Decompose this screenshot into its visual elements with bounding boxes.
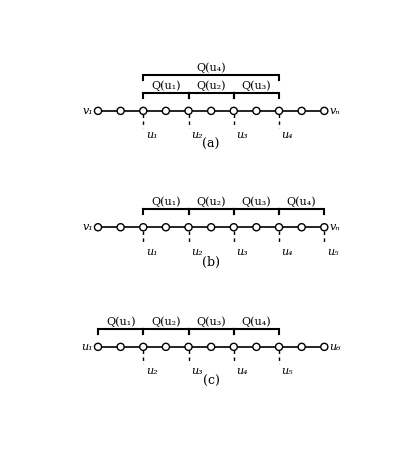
Text: u₄: u₄ xyxy=(282,130,293,140)
Text: u₁: u₁ xyxy=(81,342,93,352)
Text: Q(u₄): Q(u₄) xyxy=(287,197,316,207)
Circle shape xyxy=(162,343,169,350)
Circle shape xyxy=(230,343,237,350)
Text: u₆: u₆ xyxy=(330,342,341,352)
Text: v₁: v₁ xyxy=(82,106,93,116)
Circle shape xyxy=(208,343,215,350)
Text: Q(u₃): Q(u₃) xyxy=(241,80,271,91)
Circle shape xyxy=(94,224,102,231)
Text: Q(u₂): Q(u₂) xyxy=(197,197,226,207)
Circle shape xyxy=(253,343,260,350)
Circle shape xyxy=(321,224,328,231)
Text: Q(u₂): Q(u₂) xyxy=(151,316,180,327)
Circle shape xyxy=(185,343,192,350)
Text: u₂: u₂ xyxy=(191,247,203,257)
Text: Q(u₃): Q(u₃) xyxy=(197,316,226,327)
Circle shape xyxy=(276,107,283,115)
Circle shape xyxy=(208,107,215,115)
Circle shape xyxy=(208,224,215,231)
Text: Q(u₃): Q(u₃) xyxy=(241,197,271,207)
Circle shape xyxy=(298,224,305,231)
Text: u₂: u₂ xyxy=(146,366,157,376)
Text: u₄: u₄ xyxy=(282,247,293,257)
Circle shape xyxy=(230,224,237,231)
Circle shape xyxy=(162,107,169,115)
Circle shape xyxy=(298,343,305,350)
Circle shape xyxy=(185,107,192,115)
Text: u₄: u₄ xyxy=(236,366,248,376)
Text: u₃: u₃ xyxy=(191,366,203,376)
Circle shape xyxy=(321,343,328,350)
Circle shape xyxy=(94,107,102,115)
Circle shape xyxy=(253,224,260,231)
Text: Q(u₄): Q(u₄) xyxy=(241,316,271,327)
Text: u₁: u₁ xyxy=(146,247,157,257)
Text: u₅: u₅ xyxy=(282,366,293,376)
Circle shape xyxy=(321,107,328,115)
Text: v₁: v₁ xyxy=(82,222,93,232)
Circle shape xyxy=(276,224,283,231)
Text: vₙ: vₙ xyxy=(330,106,340,116)
Text: Q(u₂): Q(u₂) xyxy=(197,80,226,91)
Text: u₅: u₅ xyxy=(327,247,339,257)
Circle shape xyxy=(253,107,260,115)
Circle shape xyxy=(117,224,124,231)
Text: Q(u₁): Q(u₁) xyxy=(151,80,180,91)
Circle shape xyxy=(140,224,147,231)
Text: u₁: u₁ xyxy=(146,130,157,140)
Text: u₃: u₃ xyxy=(236,130,248,140)
Circle shape xyxy=(140,107,147,115)
Circle shape xyxy=(94,343,102,350)
Circle shape xyxy=(162,224,169,231)
Text: (b): (b) xyxy=(202,256,220,269)
Text: vₙ: vₙ xyxy=(330,222,340,232)
Text: u₃: u₃ xyxy=(236,247,248,257)
Circle shape xyxy=(117,107,124,115)
Circle shape xyxy=(185,224,192,231)
Circle shape xyxy=(117,343,124,350)
Text: Q(u₁): Q(u₁) xyxy=(106,316,136,327)
Circle shape xyxy=(276,343,283,350)
Text: Q(u₁): Q(u₁) xyxy=(151,197,180,207)
Text: (a): (a) xyxy=(202,138,220,151)
Text: Q(u₄): Q(u₄) xyxy=(197,62,226,73)
Text: u₂: u₂ xyxy=(191,130,203,140)
Text: (c): (c) xyxy=(203,375,220,388)
Circle shape xyxy=(230,107,237,115)
Circle shape xyxy=(140,343,147,350)
Circle shape xyxy=(298,107,305,115)
